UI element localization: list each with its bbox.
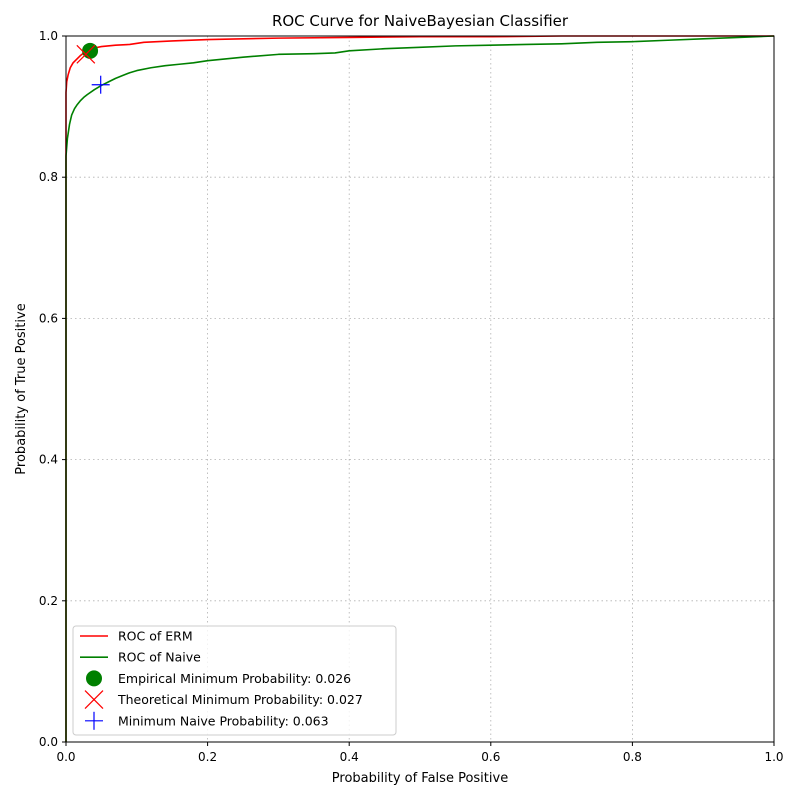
legend-entry: Theoretical Minimum Probability: 0.027 bbox=[84, 690, 363, 710]
x-tick-label: 0.8 bbox=[623, 750, 642, 764]
legend-label: ROC of Naive bbox=[118, 650, 201, 665]
legend-label: ROC of ERM bbox=[118, 629, 193, 644]
chart-title: ROC Curve for NaiveBayesian Classifier bbox=[272, 12, 569, 30]
legend-entry: Minimum Naive Probability: 0.063 bbox=[85, 711, 329, 730]
series-line-roc-of-naive bbox=[65, 35, 775, 742]
legend: ROC of ERM ROC of Naive Empirical Minimum … bbox=[72, 625, 397, 736]
legend-label: Minimum Naive Probability: 0.063 bbox=[118, 713, 329, 728]
series-layer bbox=[65, 35, 775, 742]
legend-entry: ROC of Naive bbox=[80, 650, 201, 665]
legend-box bbox=[72, 625, 397, 736]
marker-minimum-naive-probability-0-063 bbox=[91, 75, 110, 94]
x-axis-ticks: 0.0 0.2 0.4 0.6 0.8 1.0 bbox=[56, 742, 784, 764]
marker-theoretical-minimum-probability-0-027 bbox=[76, 44, 96, 64]
x-axis-label: Probability of False Positive bbox=[332, 771, 508, 786]
y-axis-label: Probability of True Positive bbox=[14, 303, 29, 474]
plot-frame bbox=[65, 35, 775, 743]
y-tick-label: 0.0 bbox=[39, 735, 58, 749]
y-axis-ticks: 0.0 0.2 0.4 0.6 0.8 1.0 bbox=[39, 29, 66, 749]
legend-label: Empirical Minimum Probability: 0.026 bbox=[118, 671, 351, 686]
series-line-roc-of-erm bbox=[65, 35, 774, 742]
legend-swatch bbox=[84, 690, 104, 710]
marker-theoretical-minimum-probability-0-027-stroke-b bbox=[76, 44, 96, 64]
x-tick-label: 0.4 bbox=[340, 750, 359, 764]
legend-label: Theoretical Minimum Probability: 0.027 bbox=[117, 692, 363, 707]
y-tick-label: 1.0 bbox=[39, 29, 58, 43]
legend-swatch-stroke-b bbox=[84, 690, 104, 710]
y-tick-label: 0.2 bbox=[39, 594, 58, 608]
legend-entry: Empirical Minimum Probability: 0.026 bbox=[86, 670, 351, 687]
x-tick-label: 0.2 bbox=[198, 750, 217, 764]
legend-swatch bbox=[85, 711, 103, 730]
legend-swatch bbox=[86, 670, 102, 687]
legend-entries: ROC of ERM ROC of Naive Empirical Minimum … bbox=[80, 629, 363, 730]
x-tick-label: 0.0 bbox=[56, 750, 75, 764]
y-tick-label: 0.6 bbox=[39, 311, 58, 325]
x-tick-label: 1.0 bbox=[764, 750, 783, 764]
y-tick-label: 0.8 bbox=[39, 170, 58, 184]
x-tick-label: 0.6 bbox=[481, 750, 500, 764]
y-tick-label: 0.4 bbox=[39, 453, 58, 467]
legend-entry: ROC of ERM bbox=[80, 629, 193, 644]
